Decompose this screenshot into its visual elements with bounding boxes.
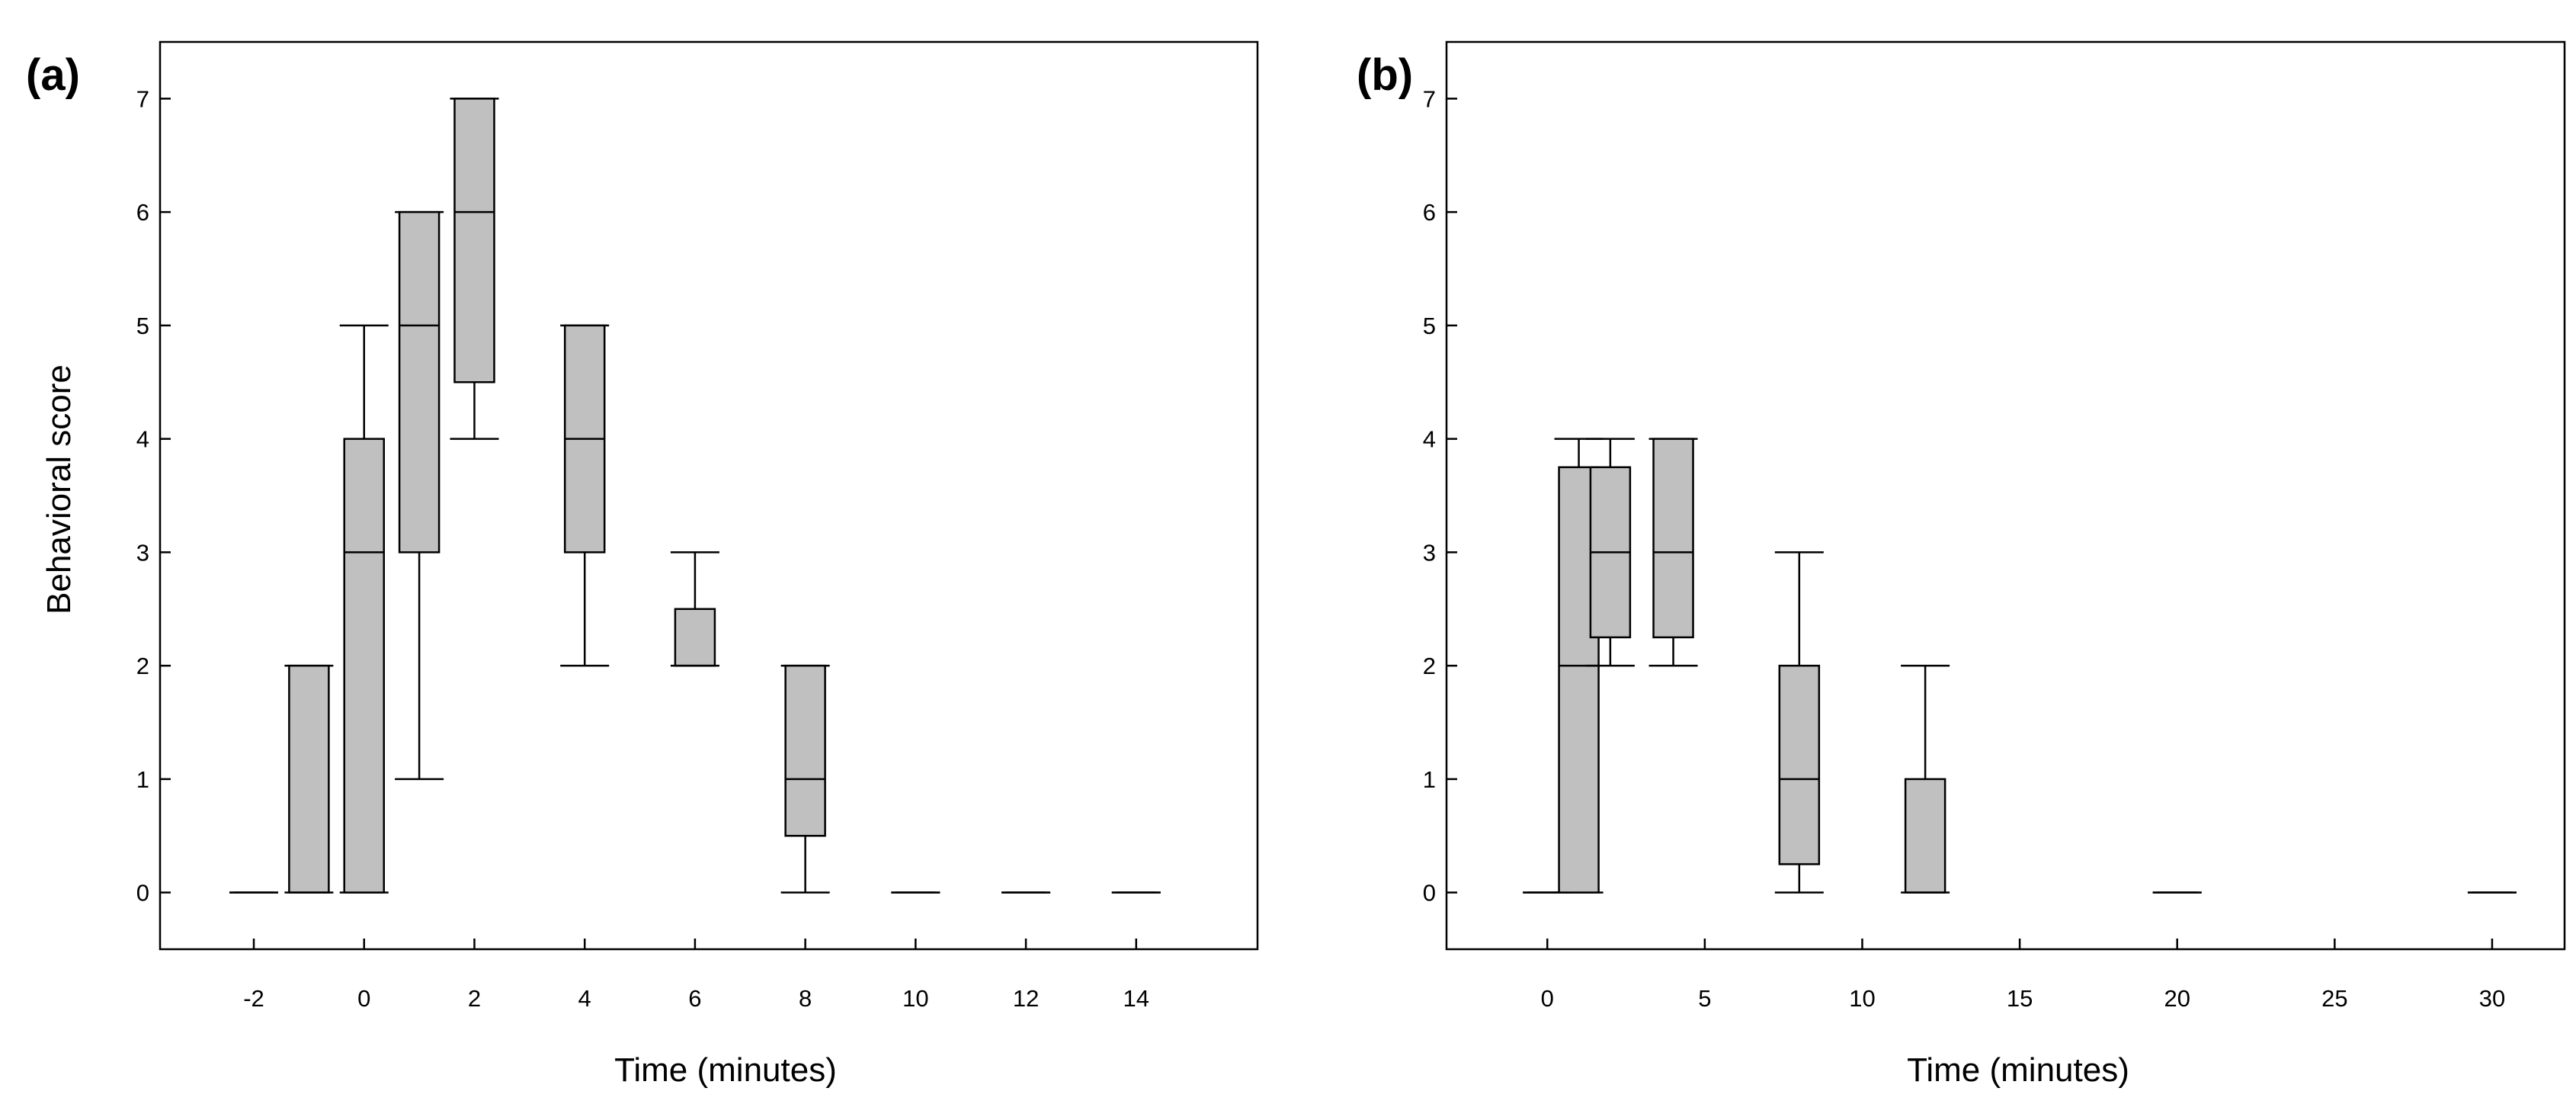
box-body xyxy=(1904,778,1946,894)
y-tick-label: 5 xyxy=(1423,313,1436,339)
panel-label-a: (a) xyxy=(26,50,80,100)
y-tick-label: 7 xyxy=(136,85,149,112)
box-8 xyxy=(780,664,830,894)
x-tick-label: 10 xyxy=(902,985,928,1012)
y-tick-label: 4 xyxy=(136,426,149,453)
box-0 xyxy=(339,324,389,894)
box-body xyxy=(1778,664,1821,865)
x-axis-title: Time (minutes) xyxy=(1907,1051,2129,1089)
box-body xyxy=(398,210,441,554)
plot-frame xyxy=(159,40,1259,951)
box-4 xyxy=(560,324,610,667)
y-tick-label: 0 xyxy=(1423,880,1436,907)
y-tick-label: 0 xyxy=(136,880,149,907)
y-tick-label: 7 xyxy=(1423,85,1436,112)
y-tick-label: 2 xyxy=(136,653,149,679)
x-tick-label: 6 xyxy=(688,985,701,1012)
y-axis-title: Behavioral score xyxy=(40,364,78,615)
box-2 xyxy=(450,98,499,440)
y-tick-label: 6 xyxy=(136,199,149,226)
box-6 xyxy=(670,551,719,667)
chart-panel-a: (a) Behavioral score Time (minutes) 0123… xyxy=(26,40,1259,1089)
x-tick-label: 4 xyxy=(578,985,591,1012)
panel-label-b: (b) xyxy=(1357,50,1413,100)
x-tick-label: 0 xyxy=(357,985,370,1012)
x-tick-label: 10 xyxy=(1849,985,1875,1012)
x-tick-label: 14 xyxy=(1123,985,1149,1012)
box-body xyxy=(288,664,330,894)
x-tick-label: 30 xyxy=(2479,985,2505,1012)
box-body xyxy=(784,664,826,837)
plot-frame xyxy=(1445,40,2566,951)
y-tick-label: 1 xyxy=(1423,766,1436,793)
box-2 xyxy=(1585,438,1635,667)
box-1 xyxy=(395,210,444,781)
x-tick-label: 20 xyxy=(2164,985,2190,1012)
y-tick-label: 3 xyxy=(136,539,149,566)
y-tick-label: 5 xyxy=(136,313,149,339)
box-body xyxy=(1652,438,1694,639)
x-tick-label: 8 xyxy=(799,985,812,1012)
x-tick-label: 15 xyxy=(2007,985,2033,1012)
box-body xyxy=(453,98,495,383)
x-tick-label: 0 xyxy=(1541,985,1554,1012)
x-tick-label: 25 xyxy=(2321,985,2347,1012)
box-body xyxy=(343,438,385,894)
box-8 xyxy=(1774,551,1824,894)
box-minus1 xyxy=(284,664,334,894)
y-tick-label: 2 xyxy=(1423,653,1436,679)
y-tick-label: 4 xyxy=(1423,426,1436,453)
x-tick-label: 2 xyxy=(468,985,481,1012)
y-tick-label: 1 xyxy=(136,766,149,793)
y-tick-label: 6 xyxy=(1423,199,1436,226)
box-body xyxy=(674,608,716,667)
box-12 xyxy=(1901,664,1950,894)
x-tick-label: 5 xyxy=(1698,985,1711,1012)
x-tick-label: -2 xyxy=(243,985,264,1012)
chart-panel-b: (b) Time (minutes) 0 1 2 3 4 5 6 7 0 5 10 15 20 25 30 xyxy=(1357,40,2566,1089)
x-tick-label: 12 xyxy=(1013,985,1039,1012)
y-tick-label: 3 xyxy=(1423,539,1436,566)
x-axis-title: Time (minutes) xyxy=(614,1051,837,1089)
box-4 xyxy=(1648,438,1698,667)
